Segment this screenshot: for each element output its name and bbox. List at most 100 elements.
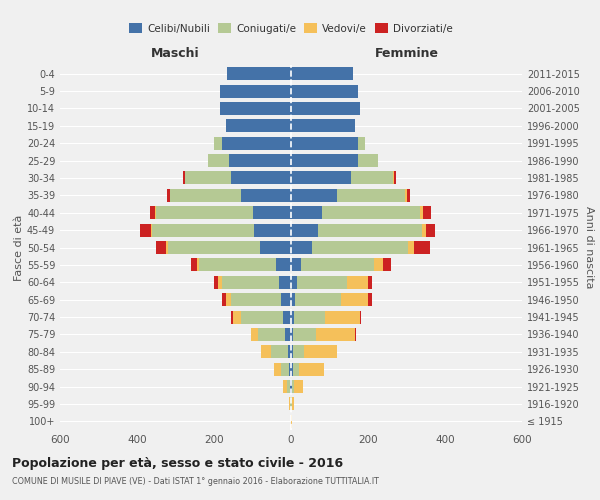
Bar — [404, 189, 407, 202]
Text: Maschi: Maschi — [151, 47, 200, 60]
Bar — [261, 346, 271, 358]
Bar — [288, 346, 291, 358]
Bar — [291, 362, 293, 376]
Bar — [341, 293, 368, 306]
Bar — [291, 258, 301, 272]
Bar — [355, 328, 356, 341]
Bar — [222, 276, 280, 289]
Bar — [422, 224, 426, 236]
Bar — [359, 310, 361, 324]
Bar — [290, 380, 291, 393]
Bar — [275, 258, 291, 272]
Bar — [226, 120, 291, 132]
Bar — [183, 172, 185, 184]
Bar — [426, 224, 436, 236]
Bar — [350, 172, 393, 184]
Bar — [291, 241, 312, 254]
Bar — [292, 398, 293, 410]
Bar — [168, 241, 260, 254]
Bar — [318, 224, 422, 236]
Text: Popolazione per età, sesso e stato civile - 2016: Popolazione per età, sesso e stato civil… — [12, 458, 343, 470]
Bar — [233, 310, 241, 324]
Bar — [368, 276, 372, 289]
Bar — [150, 206, 155, 220]
Bar — [199, 258, 275, 272]
Bar — [393, 172, 394, 184]
Bar — [291, 189, 337, 202]
Bar — [274, 362, 281, 376]
Bar — [197, 258, 199, 272]
Bar — [232, 172, 291, 184]
Bar — [312, 241, 409, 254]
Bar — [291, 172, 350, 184]
Bar — [260, 241, 291, 254]
Bar — [291, 415, 292, 428]
Bar — [140, 224, 151, 236]
Y-axis label: Anni di nascita: Anni di nascita — [584, 206, 593, 289]
Bar — [374, 258, 383, 272]
Bar — [254, 224, 291, 236]
Bar — [409, 241, 414, 254]
Bar — [295, 293, 341, 306]
Bar — [289, 362, 291, 376]
Bar — [337, 189, 404, 202]
Bar — [151, 224, 152, 236]
Bar — [251, 328, 258, 341]
Bar — [156, 206, 253, 220]
Bar — [214, 136, 222, 149]
Bar — [394, 172, 396, 184]
Bar — [291, 224, 318, 236]
Bar — [291, 328, 293, 341]
Bar — [291, 293, 295, 306]
Text: COMUNE DI MUSILE DI PIAVE (VE) - Dati ISTAT 1° gennaio 2016 - Elaborazione TUTTI: COMUNE DI MUSILE DI PIAVE (VE) - Dati IS… — [12, 478, 379, 486]
Bar — [281, 362, 289, 376]
Bar — [280, 276, 291, 289]
Bar — [191, 258, 197, 272]
Bar — [258, 328, 285, 341]
Bar — [316, 328, 355, 341]
Bar — [304, 346, 337, 358]
Bar — [155, 206, 156, 220]
Bar — [253, 206, 291, 220]
Bar — [291, 206, 322, 220]
Bar — [297, 276, 347, 289]
Bar — [226, 293, 232, 306]
Bar — [170, 189, 241, 202]
Bar — [291, 67, 353, 80]
Bar — [293, 362, 299, 376]
Bar — [358, 136, 365, 149]
Bar — [291, 276, 297, 289]
Bar — [222, 293, 226, 306]
Bar — [325, 310, 359, 324]
Bar — [291, 310, 294, 324]
Text: Femmine: Femmine — [374, 47, 439, 60]
Bar — [283, 310, 291, 324]
Bar — [322, 206, 420, 220]
Bar — [423, 206, 431, 220]
Bar — [156, 241, 166, 254]
Bar — [227, 67, 291, 80]
Bar — [292, 380, 293, 393]
Bar — [291, 102, 360, 115]
Bar — [299, 362, 324, 376]
Bar — [420, 206, 423, 220]
Bar — [291, 120, 355, 132]
Bar — [281, 293, 291, 306]
Legend: Celibi/Nubili, Coniugati/e, Vedovi/e, Divorziati/e: Celibi/Nubili, Coniugati/e, Vedovi/e, Di… — [125, 19, 457, 38]
Bar — [185, 172, 232, 184]
Bar — [294, 310, 325, 324]
Bar — [232, 293, 281, 306]
Bar — [358, 154, 377, 167]
Bar — [291, 346, 293, 358]
Bar — [368, 293, 372, 306]
Bar — [166, 241, 168, 254]
Bar — [241, 189, 291, 202]
Bar — [271, 346, 288, 358]
Bar — [208, 154, 229, 167]
Bar — [293, 380, 304, 393]
Bar — [293, 328, 316, 341]
Bar — [291, 380, 292, 393]
Bar — [220, 84, 291, 98]
Bar — [283, 380, 287, 393]
Bar — [241, 310, 283, 324]
